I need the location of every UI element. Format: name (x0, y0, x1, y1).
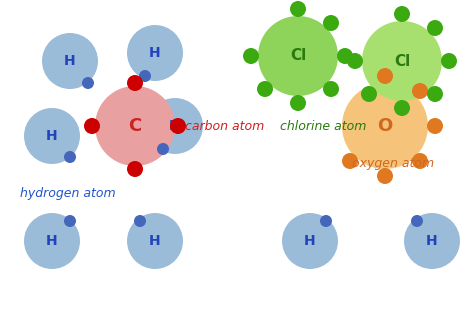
Text: hydrogen atom: hydrogen atom (20, 187, 116, 199)
Circle shape (412, 153, 428, 169)
Circle shape (282, 213, 338, 269)
Circle shape (258, 16, 338, 96)
Circle shape (427, 118, 443, 134)
Circle shape (127, 75, 143, 91)
Circle shape (411, 215, 423, 227)
Circle shape (290, 95, 306, 111)
Circle shape (84, 118, 100, 134)
Circle shape (64, 215, 76, 227)
Text: H: H (169, 119, 181, 133)
Circle shape (337, 48, 353, 64)
Circle shape (139, 70, 151, 82)
Circle shape (95, 86, 175, 166)
Text: C: C (128, 117, 142, 135)
Circle shape (127, 25, 183, 81)
Text: chlorine atom: chlorine atom (280, 119, 366, 132)
Circle shape (342, 153, 358, 169)
Text: H: H (46, 129, 58, 143)
Circle shape (377, 168, 393, 184)
Circle shape (257, 81, 273, 97)
Circle shape (361, 86, 377, 102)
Circle shape (377, 68, 393, 84)
Circle shape (441, 53, 457, 69)
Text: Cl: Cl (290, 49, 306, 63)
Circle shape (404, 213, 460, 269)
Circle shape (42, 33, 98, 89)
Text: H: H (149, 234, 161, 248)
Text: carbon atom: carbon atom (185, 119, 264, 132)
Text: Cl: Cl (394, 53, 410, 68)
Circle shape (427, 86, 443, 102)
Circle shape (394, 6, 410, 22)
Circle shape (64, 151, 76, 163)
Circle shape (127, 161, 143, 177)
Circle shape (170, 118, 186, 134)
Text: H: H (304, 234, 316, 248)
Text: H: H (64, 54, 76, 68)
Circle shape (320, 215, 332, 227)
Circle shape (127, 213, 183, 269)
Circle shape (147, 98, 203, 154)
Circle shape (342, 83, 428, 169)
Circle shape (134, 215, 146, 227)
Circle shape (427, 20, 443, 36)
Circle shape (243, 48, 259, 64)
Circle shape (362, 21, 442, 101)
Circle shape (24, 108, 80, 164)
Circle shape (412, 83, 428, 99)
Circle shape (323, 15, 339, 31)
Text: H: H (149, 46, 161, 60)
Text: H: H (46, 234, 58, 248)
Circle shape (394, 100, 410, 116)
Circle shape (157, 143, 169, 155)
Circle shape (347, 53, 363, 69)
Text: oxygen atom: oxygen atom (352, 156, 434, 169)
Circle shape (24, 213, 80, 269)
Text: O: O (377, 117, 392, 135)
Circle shape (290, 1, 306, 17)
Circle shape (82, 77, 94, 89)
Circle shape (323, 81, 339, 97)
Text: H: H (426, 234, 438, 248)
